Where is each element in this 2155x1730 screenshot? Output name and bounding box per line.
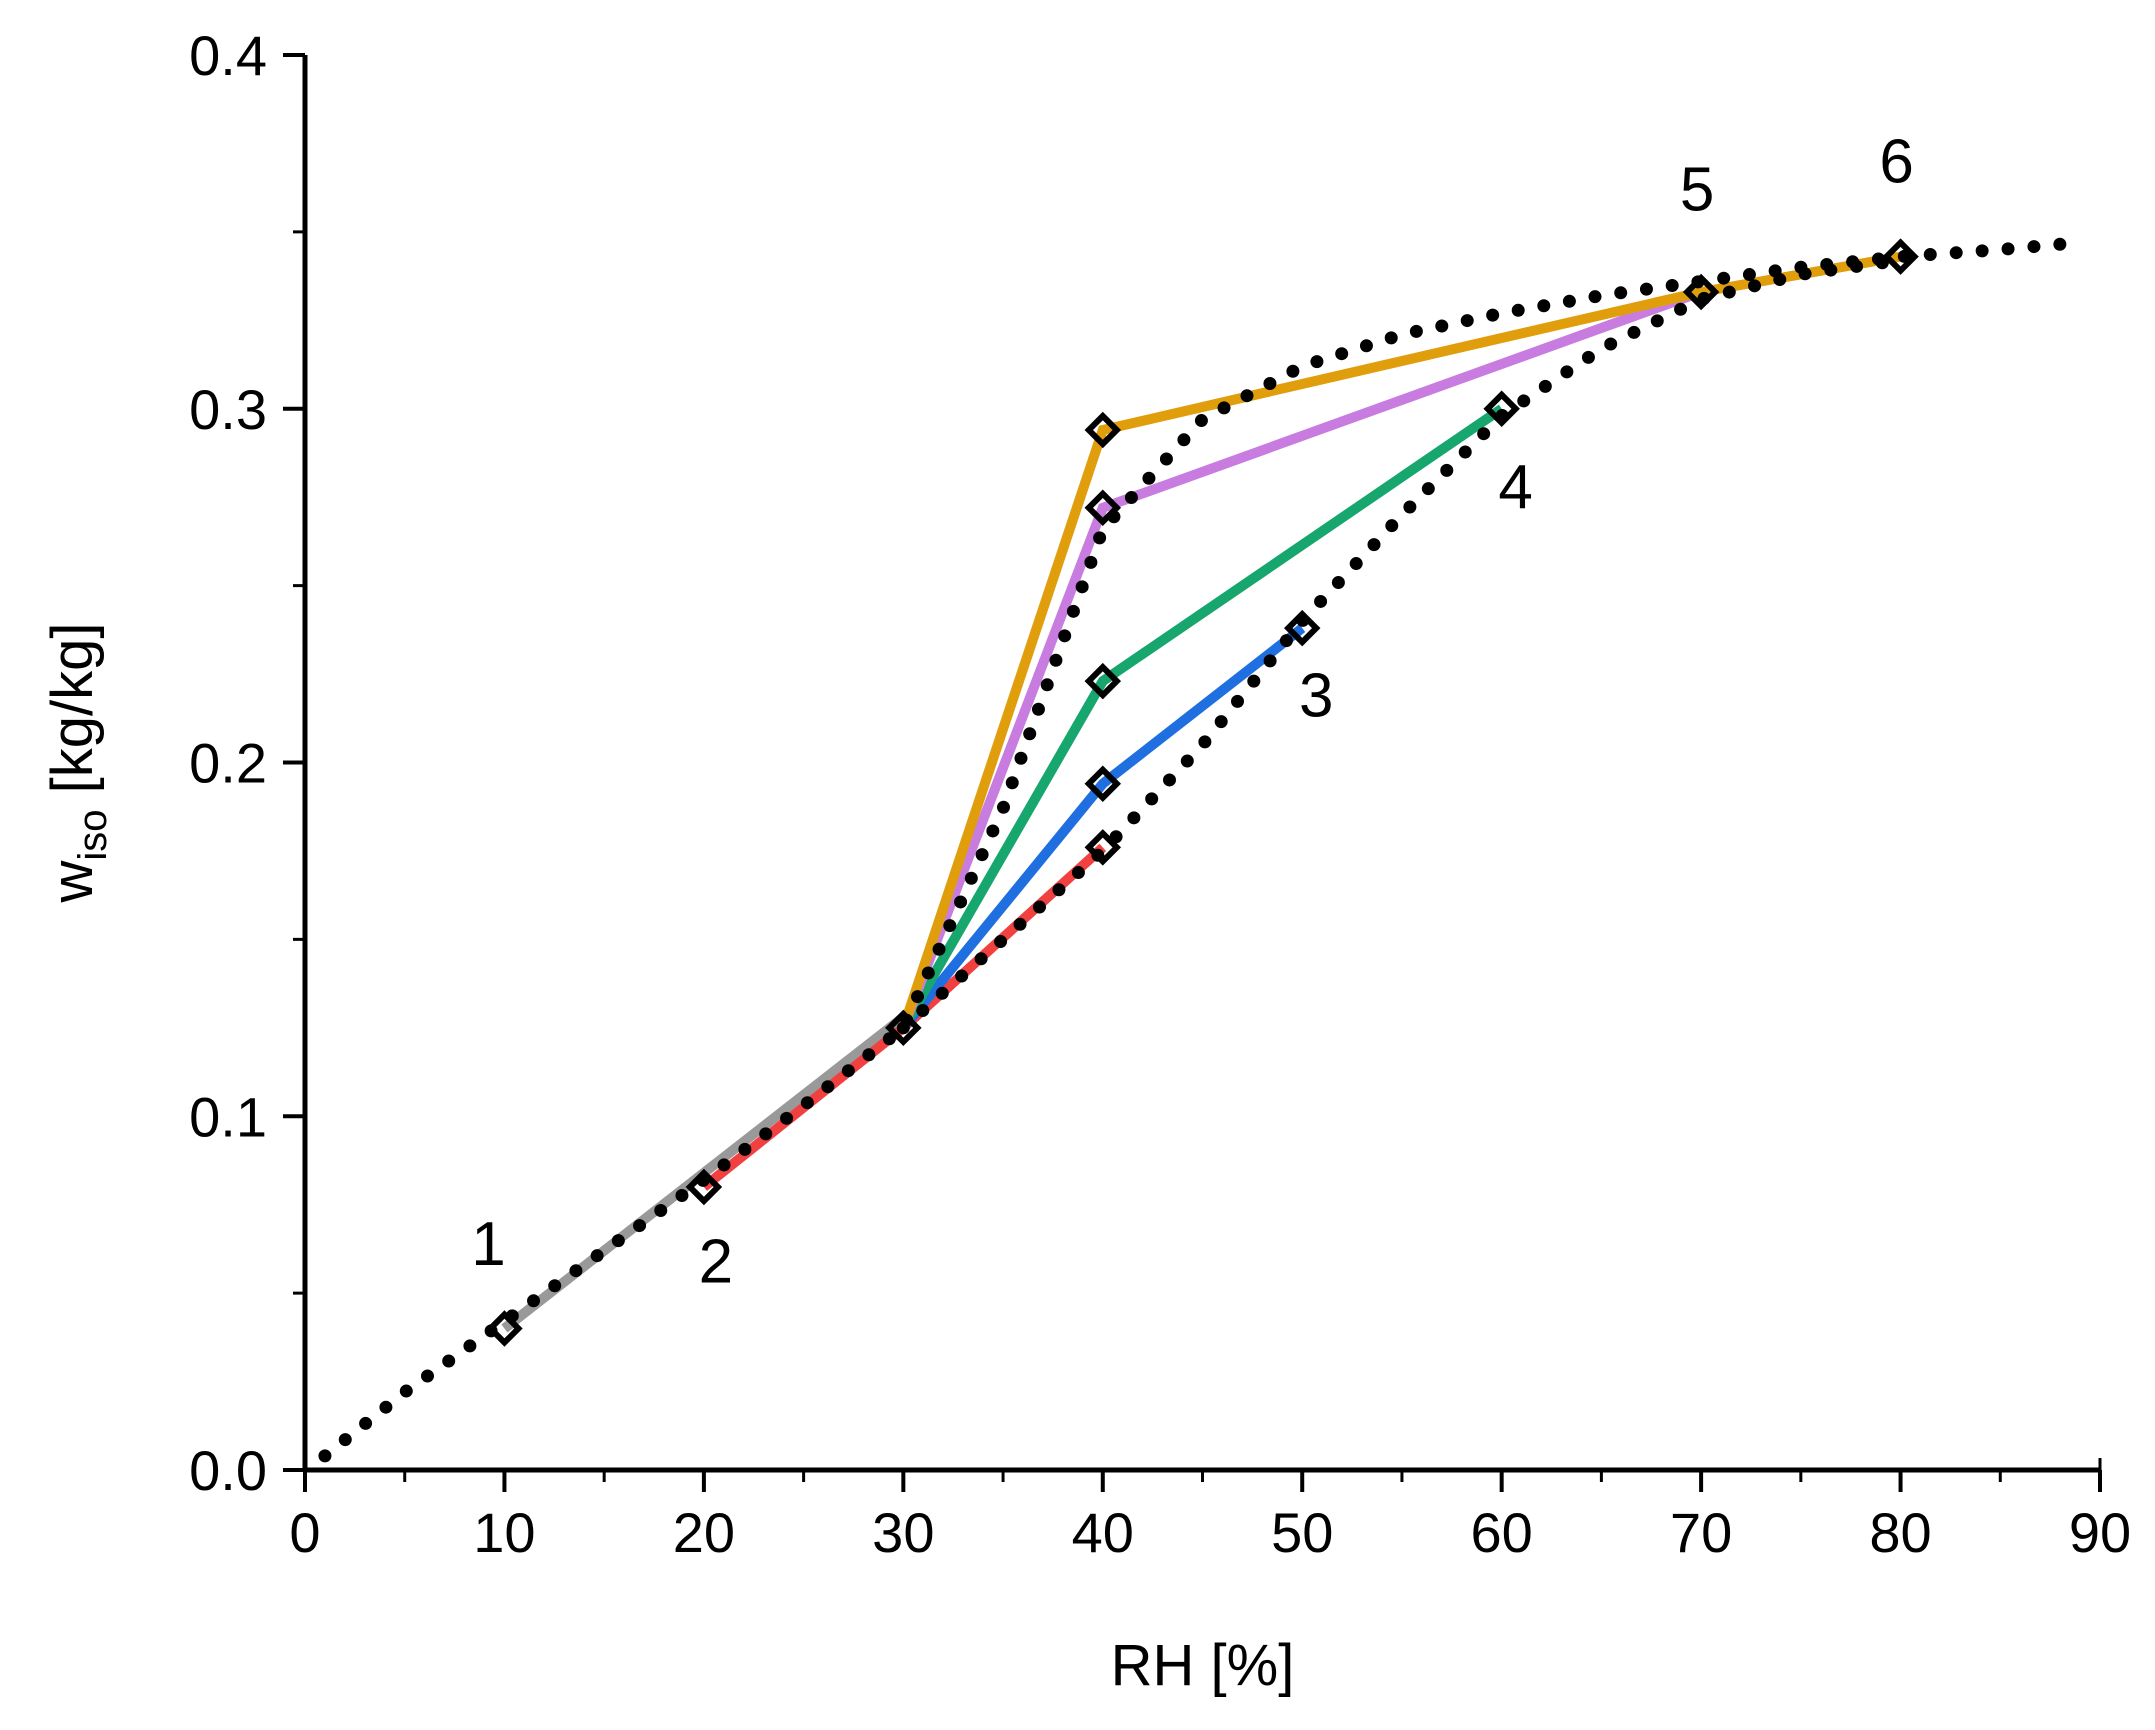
x-tick-label: 20 [673, 1501, 735, 1564]
y-tick-label: 0.3 [189, 378, 267, 441]
x-axis-title: RH [%] [1111, 1633, 1295, 1698]
diamond-marker [1084, 765, 1122, 802]
x-tick-label: 0 [289, 1501, 320, 1564]
series-line-4 [898, 404, 1505, 1031]
y-tick-label: 0.2 [189, 732, 267, 795]
annotation-label: 5 [1680, 156, 1714, 225]
y-tick-label: 0.0 [189, 1439, 267, 1502]
diamond-marker [1682, 273, 1720, 311]
diamond-marker [1483, 390, 1520, 427]
diamond-marker [685, 1168, 723, 1206]
annotation-label: 2 [699, 1228, 733, 1297]
annotations-layer: 1 2 3 4 5 6 [471, 127, 1914, 1296]
x-tick-label: 40 [1072, 1501, 1134, 1564]
x-tick-label: 50 [1271, 1501, 1333, 1564]
markers-layer [486, 238, 1919, 1347]
series-line-5 [898, 287, 1703, 1030]
ticks-layer: 0 10 20 30 40 50 60 70 80 90 0.0 0.1 0.2 0.3 0.4 [189, 24, 2131, 1564]
annotation-label: 3 [1299, 662, 1333, 731]
x-tick-label: 10 [473, 1501, 535, 1564]
diamond-marker [1882, 238, 1919, 275]
diamond-marker [1084, 662, 1122, 700]
x-tick-label: 60 [1471, 1501, 1533, 1564]
y-tick-label: 0.1 [189, 1085, 267, 1148]
x-tick-label: 80 [1869, 1501, 1931, 1564]
diamond-marker [1283, 609, 1321, 647]
y-axis-title-unit: [kg/kg] [40, 622, 105, 809]
diamond-marker [1084, 489, 1122, 527]
x-tick-label: 90 [2069, 1501, 2131, 1564]
x-tick-label: 70 [1670, 1501, 1732, 1564]
y-axis-title: wiso [kg/kg] [40, 622, 115, 903]
dotted-curve-sorption-isotherm [318, 235, 2087, 1463]
diamond-marker [1084, 411, 1122, 449]
diamond-marker [885, 1009, 922, 1047]
series-line-3 [899, 624, 1306, 1031]
dotted-curves-layer [318, 235, 2087, 1463]
x-tick-label: 30 [872, 1501, 934, 1564]
annotation-label: 6 [1879, 127, 1913, 196]
annotation-label: 4 [1498, 453, 1532, 522]
y-axis-title-subscript: iso [71, 809, 115, 860]
y-tick-label: 0.4 [189, 24, 267, 87]
y-axis-title-main: w [40, 860, 105, 904]
diamond-marker [1084, 829, 1122, 866]
dotted-curve-desorption-isotherm [896, 253, 1908, 1035]
annotation-label: 1 [471, 1210, 505, 1279]
diamond-marker [486, 1310, 523, 1347]
